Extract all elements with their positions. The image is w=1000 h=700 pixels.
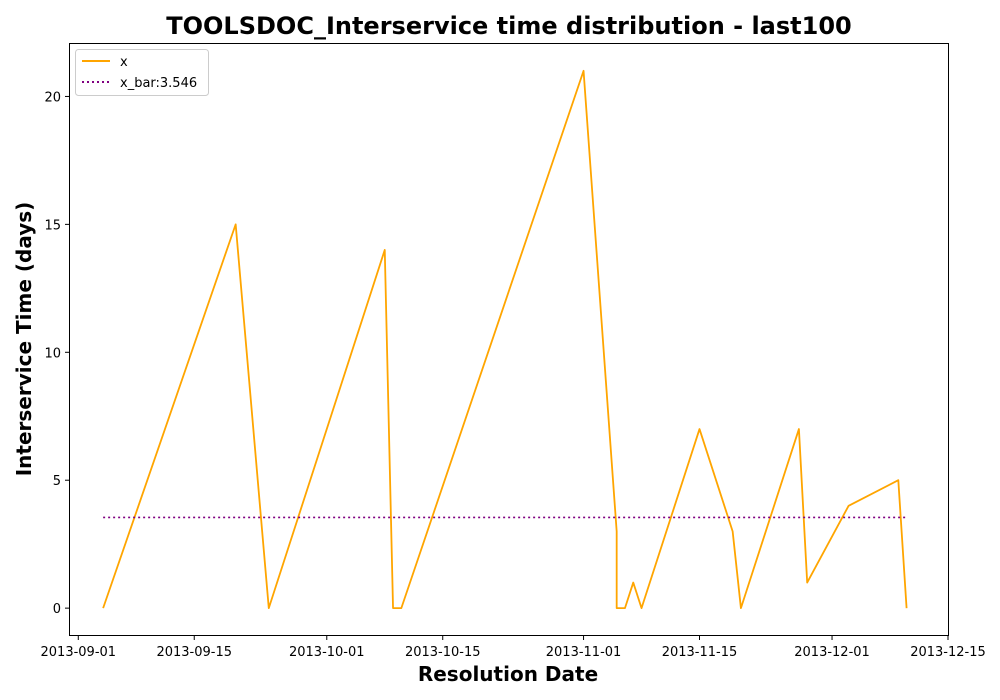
legend-label-x-bar: x_bar:3.546 [120, 76, 197, 91]
legend-label-x: x [120, 55, 128, 70]
x-axis-ticks: 2013-09-01 2013-09-15 2013-10-01 2013-10-15… [41, 635, 986, 660]
x-tick-label: 2013-10-15 [405, 645, 481, 660]
legend: x x_bar:3.546 [75, 49, 209, 96]
y-tick-label: 15 [44, 218, 61, 233]
chart-title: TOOLSDOC_Interservice time distribution … [166, 12, 851, 40]
x-tick-label: 2013-10-01 [289, 645, 365, 660]
x-axis-label: Resolution Date [418, 662, 598, 686]
x-tick-label: 2013-12-15 [910, 645, 986, 660]
x-tick-label: 2013-09-15 [156, 645, 232, 660]
y-axis-label: Interservice Time (days) [12, 202, 36, 477]
x-tick-label: 2013-09-01 [41, 645, 117, 660]
x-tick-label: 2013-11-15 [662, 645, 738, 660]
y-tick-label: 20 [44, 90, 61, 105]
x-tick-label: 2013-12-01 [794, 645, 870, 660]
y-tick-label: 10 [44, 346, 61, 361]
plot-area [69, 43, 949, 636]
y-tick-label: 0 [53, 602, 61, 617]
series-line-x [102, 69, 908, 610]
y-tick-label: 5 [53, 474, 61, 489]
x-tick-label: 2013-11-01 [546, 645, 622, 660]
series-layer [102, 69, 908, 610]
y-axis-ticks: 0 5 10 15 20 [44, 90, 70, 617]
